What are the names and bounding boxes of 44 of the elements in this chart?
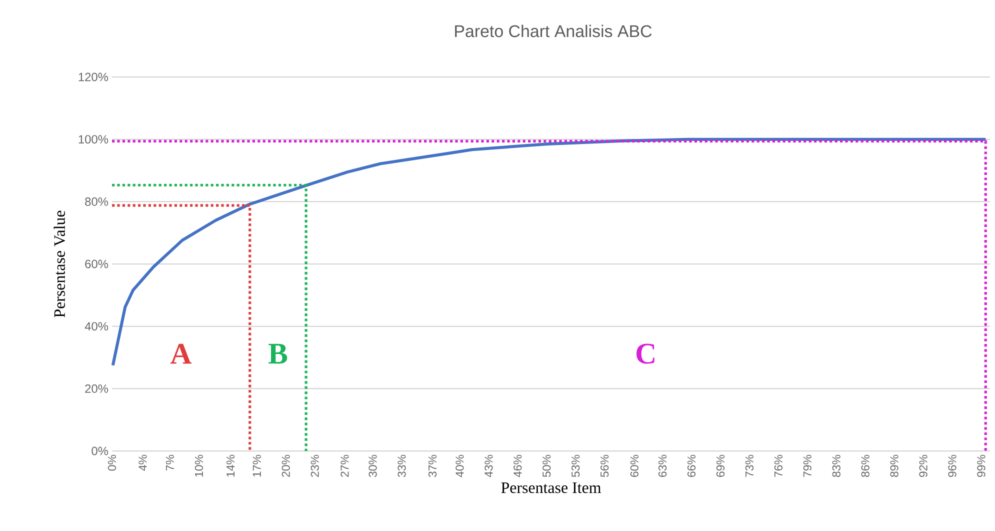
y-tick-label: 40% bbox=[84, 322, 108, 331]
y-tick-label: 60% bbox=[85, 260, 108, 268]
x-tick-label: 89% bbox=[890, 454, 898, 477]
x-tick-label: 37% bbox=[428, 454, 437, 477]
line-series bbox=[111, 138, 988, 367]
y-axis-title: Persentase Value bbox=[54, 210, 66, 318]
x-tick-label: 83% bbox=[832, 454, 840, 477]
x-tick-label: 17% bbox=[252, 454, 261, 477]
y-tick-label: 80% bbox=[85, 197, 108, 206]
x-tick-label: 20% bbox=[282, 454, 290, 477]
chart-title: Pareto Chart Analisis ABC bbox=[455, 24, 652, 38]
x-tick-label: 92% bbox=[919, 454, 928, 477]
x-tick-label: 40% bbox=[456, 454, 464, 478]
x-tick-label: 79% bbox=[803, 454, 812, 477]
x-tick-label: 66% bbox=[687, 454, 696, 477]
x-axis-title: Persentase Item bbox=[501, 482, 601, 494]
y-tick-label: 0% bbox=[92, 446, 108, 456]
x-tick-label: 76% bbox=[774, 454, 782, 477]
x-tick-label: 73% bbox=[745, 454, 754, 477]
x-tick-label: 56% bbox=[600, 454, 609, 477]
x-tick-label: 96% bbox=[948, 454, 956, 477]
x-tick-label: 14% bbox=[226, 454, 235, 477]
x-tick-label: 27% bbox=[340, 454, 349, 477]
x-tick-label: 33% bbox=[398, 454, 406, 477]
x-tick-label: 69% bbox=[716, 454, 725, 477]
x-tick-label: 46% bbox=[514, 454, 522, 478]
annotation: C bbox=[636, 344, 654, 364]
x-tick-label: 7% bbox=[166, 454, 174, 470]
x-tick-label: 63% bbox=[658, 454, 667, 477]
y-tick-label: 120% bbox=[78, 72, 108, 82]
x-tick-label: 99% bbox=[977, 454, 986, 477]
x-tick-label: 60% bbox=[630, 454, 638, 477]
x-tick-label: 23% bbox=[310, 454, 319, 477]
x-tick-label: 43% bbox=[484, 454, 493, 478]
y-tick-label: 100% bbox=[78, 135, 108, 144]
x-tick-label: 10% bbox=[194, 454, 203, 477]
annotation: A bbox=[170, 344, 192, 364]
x-tick-label: 53% bbox=[572, 454, 580, 477]
x-tick-label: 50% bbox=[542, 454, 551, 477]
x-tick-label: 30% bbox=[368, 454, 377, 477]
x-tick-label: 86% bbox=[861, 454, 870, 477]
annotation: B bbox=[268, 344, 288, 364]
y-tick-label: 20% bbox=[85, 384, 108, 393]
x-tick-label: 4% bbox=[138, 454, 147, 471]
